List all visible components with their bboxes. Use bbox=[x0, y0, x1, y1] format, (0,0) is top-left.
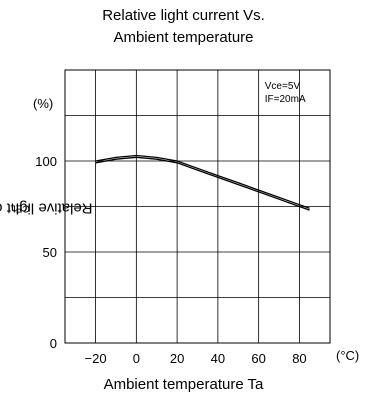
y-tick-label: 50 bbox=[43, 245, 57, 260]
x-tick-label: −20 bbox=[85, 351, 107, 366]
x-tick-label: 40 bbox=[211, 351, 225, 366]
series-line bbox=[95, 154, 310, 209]
x-tick-label: 20 bbox=[170, 351, 184, 366]
condition-label: IF=20mA bbox=[265, 94, 306, 105]
x-tick-label: 60 bbox=[251, 351, 265, 366]
x-unit-label: (°C) bbox=[336, 348, 360, 363]
y-tick-label: 100 bbox=[35, 154, 57, 169]
chart-title-line2: Ambient temperature bbox=[113, 29, 254, 46]
x-tick-label: 80 bbox=[292, 351, 306, 366]
series-line-lower bbox=[95, 156, 310, 211]
condition-label: Vce=5V bbox=[265, 81, 301, 92]
x-tick-label: 0 bbox=[133, 351, 140, 366]
y-tick-label: 0 bbox=[50, 336, 57, 351]
y-unit-label: (%) bbox=[33, 96, 54, 111]
chart-title-line1: Relative light current Vs. bbox=[102, 7, 265, 24]
x-axis-label: Ambient temperature Ta bbox=[103, 376, 264, 393]
